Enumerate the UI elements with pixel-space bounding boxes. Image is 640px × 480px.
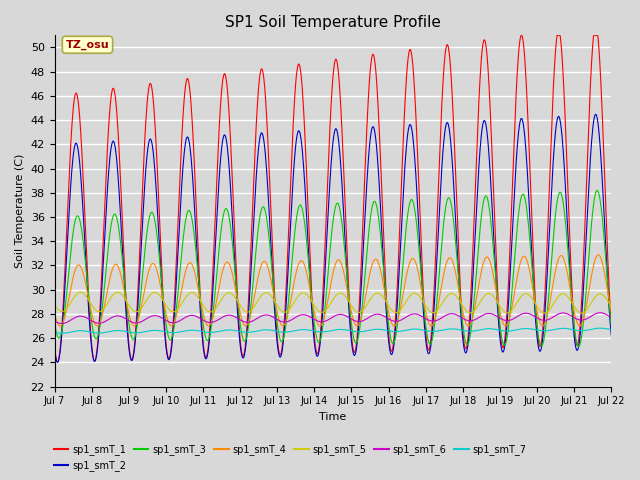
sp1_smT_4 <box>279 323 287 329</box>
sp1_smT_3 <box>161 311 168 317</box>
sp1_smT_4 <box>51 311 58 316</box>
sp1_smT_7 <box>493 327 500 333</box>
sp1_smT_3 <box>541 329 549 335</box>
sp1_smT_6 <box>420 314 428 320</box>
sp1_smT_5 <box>578 310 586 316</box>
sp1_smT_7 <box>541 328 549 334</box>
sp1_smT_5 <box>175 305 182 311</box>
sp1_smT_6 <box>175 318 182 324</box>
sp1_smT_6 <box>161 317 169 323</box>
sp1_smT_3 <box>175 287 182 292</box>
sp1_smT_1 <box>51 343 58 348</box>
sp1_smT_5 <box>161 301 169 307</box>
sp1_smT_7 <box>161 329 169 335</box>
sp1_smT_4 <box>420 299 428 304</box>
sp1_smT_7 <box>58 330 66 336</box>
sp1_smT_2 <box>493 285 500 291</box>
sp1_smT_1 <box>542 272 550 277</box>
sp1_smT_2 <box>592 111 600 117</box>
Text: TZ_osu: TZ_osu <box>66 40 109 50</box>
sp1_smT_6 <box>493 313 500 319</box>
X-axis label: Time: Time <box>319 412 346 422</box>
sp1_smT_6 <box>237 317 245 323</box>
sp1_smT_2 <box>51 346 58 352</box>
sp1_smT_7 <box>596 325 604 331</box>
sp1_smT_1 <box>161 330 169 336</box>
sp1_smT_3 <box>607 323 615 329</box>
sp1_smT_4 <box>607 308 615 314</box>
sp1_smT_2 <box>237 348 245 354</box>
sp1_smT_7 <box>607 327 615 333</box>
sp1_smT_3 <box>419 297 427 303</box>
sp1_smT_1 <box>175 202 182 208</box>
sp1_smT_2 <box>175 234 182 240</box>
sp1_smT_1 <box>493 260 500 265</box>
sp1_smT_1 <box>54 360 61 365</box>
sp1_smT_5 <box>237 304 245 310</box>
sp1_smT_1 <box>607 322 615 327</box>
sp1_smT_7 <box>51 330 58 336</box>
sp1_smT_5 <box>493 298 500 303</box>
sp1_smT_5 <box>420 300 428 305</box>
sp1_smT_2 <box>541 301 549 307</box>
sp1_smT_3 <box>492 278 500 284</box>
sp1_smT_6 <box>51 318 58 324</box>
sp1_smT_6 <box>607 314 615 320</box>
sp1_smT_5 <box>77 289 84 295</box>
sp1_smT_4 <box>237 312 244 318</box>
sp1_smT_2 <box>161 336 169 342</box>
Line: sp1_smT_6: sp1_smT_6 <box>54 313 611 324</box>
sp1_smT_6 <box>541 317 549 323</box>
sp1_smT_2 <box>420 312 428 317</box>
Line: sp1_smT_3: sp1_smT_3 <box>54 191 611 347</box>
sp1_smT_6 <box>596 310 604 316</box>
sp1_smT_4 <box>161 305 168 311</box>
Line: sp1_smT_5: sp1_smT_5 <box>54 292 611 313</box>
sp1_smT_5 <box>607 304 615 310</box>
sp1_smT_5 <box>51 302 58 308</box>
sp1_smT_6 <box>58 321 66 326</box>
sp1_smT_1 <box>237 345 245 350</box>
sp1_smT_3 <box>575 344 582 349</box>
sp1_smT_3 <box>593 188 601 193</box>
sp1_smT_3 <box>51 319 58 324</box>
Legend: sp1_smT_1, sp1_smT_2, sp1_smT_3, sp1_smT_4, sp1_smT_5, sp1_smT_6, sp1_smT_7: sp1_smT_1, sp1_smT_2, sp1_smT_3, sp1_smT… <box>50 441 531 475</box>
sp1_smT_2 <box>54 360 61 365</box>
sp1_smT_5 <box>541 310 549 316</box>
sp1_smT_4 <box>493 289 500 295</box>
sp1_smT_1 <box>420 296 428 301</box>
Title: SP1 Soil Temperature Profile: SP1 Soil Temperature Profile <box>225 15 441 30</box>
sp1_smT_2 <box>607 332 615 338</box>
Line: sp1_smT_4: sp1_smT_4 <box>54 255 611 326</box>
Line: sp1_smT_2: sp1_smT_2 <box>54 114 611 362</box>
sp1_smT_7 <box>175 329 182 335</box>
sp1_smT_7 <box>420 327 428 333</box>
sp1_smT_4 <box>175 304 182 310</box>
Line: sp1_smT_7: sp1_smT_7 <box>54 328 611 333</box>
sp1_smT_4 <box>595 252 602 258</box>
sp1_smT_4 <box>541 319 549 325</box>
sp1_smT_7 <box>237 329 245 335</box>
sp1_smT_3 <box>237 324 244 330</box>
Y-axis label: Soil Temperature (C): Soil Temperature (C) <box>15 154 25 268</box>
Line: sp1_smT_1: sp1_smT_1 <box>54 36 611 362</box>
sp1_smT_1 <box>517 33 525 38</box>
